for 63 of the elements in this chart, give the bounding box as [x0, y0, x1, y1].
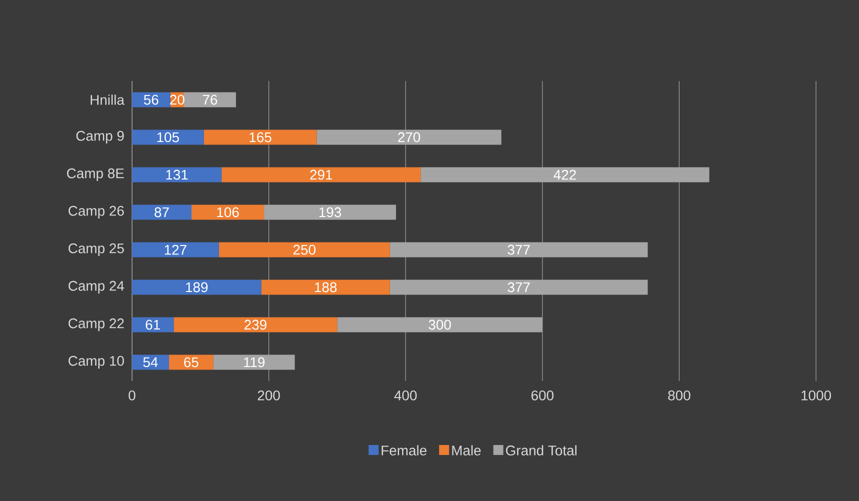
bar	[132, 242, 219, 258]
bar	[420, 167, 710, 182]
data-label: 377	[508, 282, 530, 292]
bar	[132, 204, 192, 220]
data-label: 300	[428, 320, 451, 330]
bar	[174, 317, 338, 332]
bar	[204, 130, 317, 145]
bar	[132, 92, 170, 108]
data-label: 106	[217, 207, 239, 218]
legend-label: Grand Total	[506, 445, 576, 456]
bar	[390, 242, 648, 258]
data-label: 188	[315, 282, 337, 292]
y-tick-label: Camp 9	[76, 130, 124, 144]
data-label: 105	[157, 132, 179, 142]
y-tick-label: Camp 8E	[67, 168, 124, 182]
bar	[132, 130, 204, 145]
y-tick-label: Camp 24	[68, 280, 124, 294]
data-label: 76	[202, 94, 218, 105]
x-tick-label: 200	[258, 390, 280, 400]
x-tick-label: 400	[394, 390, 417, 400]
data-label: 61	[146, 320, 160, 330]
data-label: 239	[244, 320, 266, 330]
data-label: 54	[143, 357, 158, 368]
bar	[390, 280, 648, 295]
y-tick-label: Camp 25	[68, 243, 124, 256]
legend-label: Female	[382, 445, 426, 456]
data-label: 189	[186, 282, 208, 292]
bar	[192, 204, 264, 220]
bar	[264, 204, 396, 220]
bar	[168, 354, 214, 370]
x-tick-label: 800	[668, 390, 690, 400]
x-tick-label: 0	[128, 390, 136, 400]
bar	[132, 280, 262, 295]
x-tick-label: 1000	[802, 390, 831, 400]
bar	[213, 354, 295, 370]
y-tick-label: Camp 26	[68, 206, 124, 219]
y-tick-label: Camp 22	[68, 318, 124, 332]
legend-label: Male	[452, 445, 481, 456]
data-label: 377	[508, 244, 530, 255]
data-label: 65	[184, 357, 198, 368]
bar	[222, 167, 421, 182]
data-label: 56	[144, 94, 158, 105]
bar	[132, 354, 169, 370]
bar	[184, 92, 236, 108]
data-label: 422	[554, 170, 576, 180]
y-tick-label: Hnilla	[90, 94, 124, 105]
bar	[132, 317, 174, 332]
data-label: 270	[398, 132, 420, 142]
y-tick-label: Camp 10	[68, 356, 124, 369]
bar	[316, 130, 502, 145]
x-tick-label: 600	[531, 390, 554, 400]
data-label: 87	[154, 207, 169, 218]
data-label: 250	[293, 244, 316, 255]
data-label: 127	[164, 244, 186, 255]
data-label: 119	[244, 357, 265, 368]
data-label: 193	[319, 207, 342, 218]
bar	[261, 280, 390, 295]
data-label: 131	[166, 170, 188, 180]
data-label: 291	[310, 170, 332, 180]
bar	[218, 242, 390, 258]
bar	[132, 167, 222, 182]
data-label: 165	[250, 132, 272, 142]
bar	[337, 317, 542, 332]
